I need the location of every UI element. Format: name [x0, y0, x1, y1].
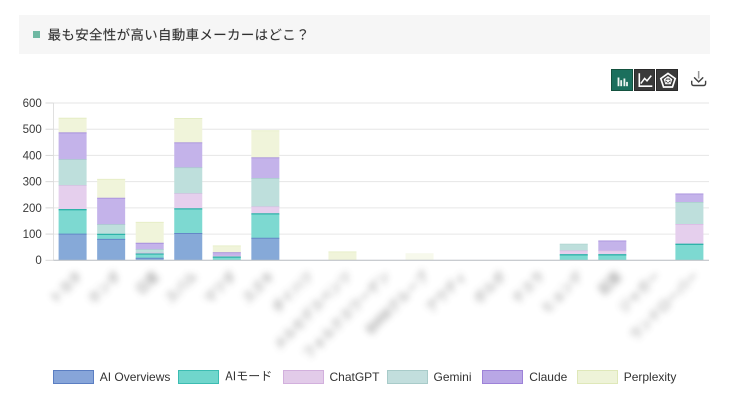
svg-text:400: 400	[23, 150, 42, 162]
svg-text:600: 600	[23, 98, 42, 110]
svg-text:300: 300	[23, 177, 42, 189]
svg-text:100: 100	[23, 229, 42, 241]
svg-text:200: 200	[23, 203, 42, 215]
svg-text:500: 500	[23, 124, 42, 136]
svg-text:0: 0	[35, 255, 41, 267]
